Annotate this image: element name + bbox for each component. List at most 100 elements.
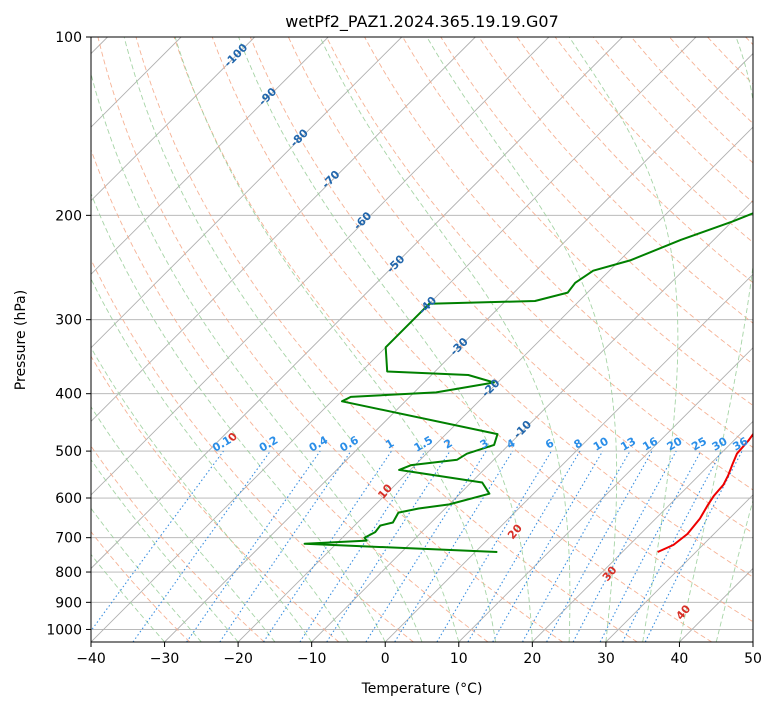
- moist-adiabat-label: 10: [375, 481, 395, 501]
- y-tick-label: 600: [55, 491, 82, 507]
- mixing-ratio-line: [132, 450, 271, 642]
- dry-adiabat-line: [211, 37, 753, 623]
- x-tick-label: −40: [76, 651, 106, 667]
- x-tick-label: −30: [150, 651, 180, 667]
- temperature-profile-line: [657, 432, 753, 553]
- isotherm-line: [91, 37, 476, 422]
- y-tick-label: 100: [55, 30, 82, 46]
- y-tick-label: 300: [55, 313, 82, 329]
- x-tick-label: 10: [450, 651, 468, 667]
- isotherm-label: -70: [319, 168, 342, 191]
- dry-adiabat-line: [516, 37, 753, 284]
- isotherm-line: [91, 37, 403, 349]
- x-tick-label: −10: [297, 651, 327, 667]
- x-axis-label: Temperature (°C): [361, 681, 483, 697]
- y-tick-label: 400: [55, 387, 82, 403]
- moist-adiabat-line: [91, 507, 202, 642]
- mixing-ratio-line: [91, 450, 224, 632]
- isotherm-line: [752, 641, 753, 642]
- mixing-ratio-line: [326, 450, 451, 642]
- mixing-ratio-label: 4: [504, 436, 517, 451]
- moist-adiabat-line: [678, 37, 753, 642]
- dry-adiabat-line: [91, 531, 191, 642]
- y-tick-label: 700: [55, 531, 82, 547]
- dry-adiabat-line: [173, 37, 713, 642]
- moist-adiabat-line: [319, 37, 571, 642]
- isotherm-line: [91, 37, 329, 275]
- moist-adiabat-line: [238, 37, 533, 642]
- moist-adiabat-line: [426, 37, 618, 642]
- dry-adiabat-line: [592, 37, 753, 204]
- moist-adiabat-line: [91, 72, 423, 642]
- y-tick-label: 900: [55, 595, 82, 611]
- isotherm-line: [91, 37, 623, 570]
- dry-adiabat-line: [402, 37, 753, 407]
- moist-adiabat-line: [91, 405, 276, 642]
- series-layer: [303, 212, 753, 553]
- moist-adiabat-line: [91, 346, 313, 642]
- isotherm-line: [605, 494, 753, 642]
- chart-title: wetPf2_PAZ1.2024.365.19.19.G07: [285, 12, 559, 32]
- mixing-ratio-label: 6: [543, 436, 556, 451]
- moist-adiabat-label: 30: [600, 563, 620, 583]
- isotherm-line: [384, 273, 753, 642]
- plot-frame: [90, 36, 754, 643]
- dry-adiabat-line: [91, 258, 414, 642]
- isotherm-line: [237, 126, 753, 642]
- moist-adiabat-line: [123, 37, 460, 642]
- dewpoint-profile-line: [303, 212, 753, 553]
- dry-adiabat-line: [669, 37, 753, 125]
- mixing-ratio-line: [572, 450, 677, 642]
- dry-adiabat-line: [91, 445, 265, 642]
- dry-adiabat-line: [97, 37, 563, 642]
- moist-adiabat-line: [715, 498, 753, 642]
- line-labels: 0.1 0.2 0.4 0.6 1 1.5 2 3 4 6 8 10 13 16 20 25 30 36-100-…: [210, 41, 750, 623]
- isotherm-line: [164, 52, 753, 642]
- x-tick-label: 50: [744, 651, 762, 667]
- mixing-ratio-line: [644, 450, 743, 642]
- x-tick-label: −20: [223, 651, 253, 667]
- x-tick-label: 40: [671, 651, 689, 667]
- moist-adiabat-line: [91, 458, 239, 642]
- isotherm-line: [311, 200, 753, 642]
- dry-adiabat-line: [91, 148, 489, 642]
- isotherm-line: [91, 37, 550, 496]
- isotherm-line: [458, 347, 753, 642]
- mixing-ratio-line: [467, 450, 581, 642]
- mixing-ratio-line: [263, 450, 392, 642]
- mixing-ratio-line: [436, 450, 552, 642]
- isotherm-line: [532, 420, 753, 642]
- moist-adiabat-line: [174, 37, 497, 642]
- x-tick-label: 20: [523, 651, 541, 667]
- isotherm-line: [679, 567, 753, 642]
- isotherm-label: -10: [511, 418, 534, 441]
- moist-adiabat-line: [91, 192, 386, 642]
- dry-adiabat-line: [326, 37, 753, 491]
- isotherm-line: [91, 37, 255, 202]
- y-tick-label: 800: [55, 565, 82, 581]
- mixing-ratio-label: 2: [442, 437, 455, 452]
- axes: −40 −30 −20 −10 0 10 20 30 40 50 1000 900 800 700 600 5…: [46, 30, 762, 667]
- dry-adiabat-line: [91, 355, 340, 642]
- reference-lines: [91, 37, 753, 642]
- dry-adiabat-line: [135, 37, 638, 642]
- mixing-ratio-line: [546, 450, 653, 642]
- dry-adiabat-line: [287, 37, 753, 534]
- y-axis-label: Pressure (hPa): [13, 290, 29, 390]
- isotherm-label: -80: [288, 126, 311, 149]
- mixing-ratio-label: 1: [383, 437, 396, 452]
- mixing-ratio-line: [522, 450, 631, 642]
- mixing-ratio-line: [186, 450, 321, 642]
- mixing-ratio-line: [299, 450, 426, 642]
- isotherm-label: -60: [351, 209, 374, 232]
- moist-adiabat-line: [91, 277, 349, 642]
- moist-adiabat-line: [568, 37, 679, 642]
- dry-adiabat-line: [745, 37, 753, 46]
- mixing-ratio-line: [219, 450, 352, 642]
- x-tick-label: 30: [597, 651, 615, 667]
- moist-adiabat-label: 20: [505, 521, 525, 541]
- y-tick-label: 500: [55, 444, 82, 460]
- dry-adiabat-line: [440, 37, 753, 365]
- mixing-ratio-label: 16: [640, 434, 660, 453]
